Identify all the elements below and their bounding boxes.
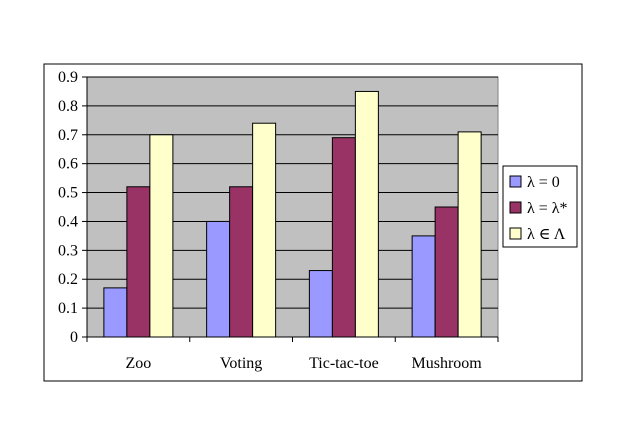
legend: λ = 0 λ = λ* λ ∈ Λ: [502, 165, 578, 248]
y-tick-label: 0.2: [58, 271, 78, 288]
legend-swatch: [509, 201, 522, 214]
bar-tic-tac-toe-series-1: [331, 137, 356, 338]
y-tick-label: 0.6: [58, 156, 78, 173]
bar-zoo-series-1: [126, 186, 151, 338]
legend-label: λ ∈ Λ: [527, 226, 566, 243]
bar-tic-tac-toe-series-0: [308, 270, 333, 338]
legend-swatch: [509, 175, 522, 188]
bar-tic-tac-toe-series-2: [354, 90, 379, 338]
x-category-label: Tic-tac-toe: [309, 355, 379, 372]
x-category-label: Mushroom: [412, 355, 483, 372]
x-axis-ticks: Zoo Voting Tic-tac-toe Mushroom: [86, 337, 499, 372]
bar-voting-series-1: [229, 186, 254, 338]
y-tick-label: 0.8: [58, 98, 78, 115]
bar-mushroom-series-0: [411, 235, 436, 338]
x-category-label: Zoo: [125, 355, 151, 372]
x-category-label: Voting: [220, 355, 262, 372]
y-tick-label: 0.1: [58, 300, 78, 317]
y-tick-label: 0.3: [58, 242, 78, 259]
y-tick-label: 0.5: [58, 185, 78, 202]
y-axis-ticks: 0 0.1 0.2 0.3 0.4 0.5 0.6 0.7 0.8 0.9: [58, 69, 87, 346]
bar-zoo-series-2: [149, 134, 174, 338]
bar-mushroom-series-2: [457, 131, 482, 338]
legend-label: λ = 0: [527, 174, 560, 191]
bar-voting-series-2: [252, 122, 277, 338]
bar-zoo-series-0: [103, 287, 128, 338]
y-tick-label: 0.9: [58, 69, 78, 86]
y-tick-label: 0.7: [58, 127, 78, 144]
bars: [103, 90, 482, 338]
bar-mushroom-series-1: [434, 206, 459, 338]
legend-swatch: [509, 227, 522, 240]
legend-label: λ = λ*: [527, 200, 568, 217]
bar-voting-series-0: [206, 220, 231, 338]
y-tick-label: 0: [70, 329, 78, 346]
y-tick-label: 0.4: [58, 213, 78, 230]
